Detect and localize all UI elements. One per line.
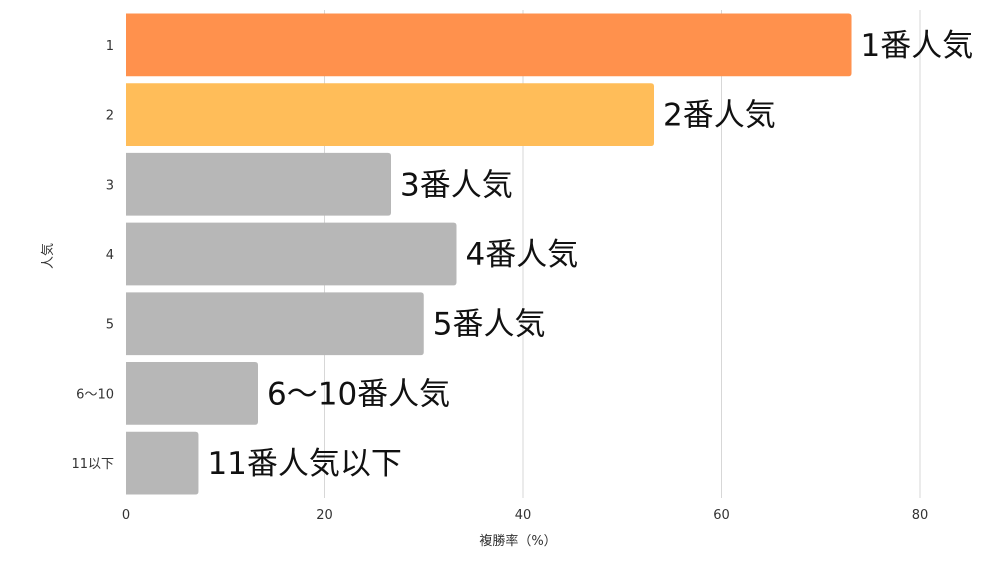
x-axis-tick-labels: 0 20 40 60 80 (122, 508, 928, 523)
y-tick-label: 3 (106, 178, 114, 193)
bar-data-label: 5番人気 (433, 307, 546, 343)
y-axis-title: 人気 (40, 243, 56, 269)
bar-data-label: 2番人気 (663, 98, 776, 134)
y-tick-label: 5 (106, 318, 114, 333)
bar-2 (126, 83, 655, 146)
bar-3 (126, 152, 391, 216)
bar-5 (126, 292, 424, 356)
x-tick-label: 60 (713, 508, 730, 523)
x-tick-label: 40 (515, 508, 532, 523)
y-tick-label: 6〜10 (76, 387, 114, 402)
bar-7 (126, 431, 199, 495)
bar-6 (126, 362, 259, 425)
bars (126, 13, 852, 495)
data-labels: 1番人気 2番人気 3番人気 4番人気 5番人気 6〜10番人気 11番人気以下 (207, 28, 973, 482)
bar-data-label: 3番人気 (400, 167, 513, 203)
bar-data-label: 11番人気以下 (207, 446, 401, 482)
bar-data-label: 1番人気 (861, 28, 974, 64)
y-tick-label: 4 (106, 248, 114, 263)
x-tick-label: 20 (316, 508, 333, 523)
y-axis-tick-labels: 1 2 3 4 5 6〜10 11以下 (71, 39, 114, 472)
x-tick-label: 0 (122, 508, 130, 523)
y-tick-label: 1 (106, 39, 114, 54)
x-axis-title: 複勝率（%） (479, 533, 556, 549)
y-tick-label: 11以下 (71, 457, 114, 472)
y-tick-label: 2 (106, 109, 114, 124)
x-tick-label: 80 (912, 508, 929, 523)
bar-data-label: 6〜10番人気 (267, 376, 450, 412)
bar-4 (126, 222, 457, 286)
bar-data-label: 4番人気 (466, 237, 579, 273)
bar-1 (126, 13, 852, 77)
